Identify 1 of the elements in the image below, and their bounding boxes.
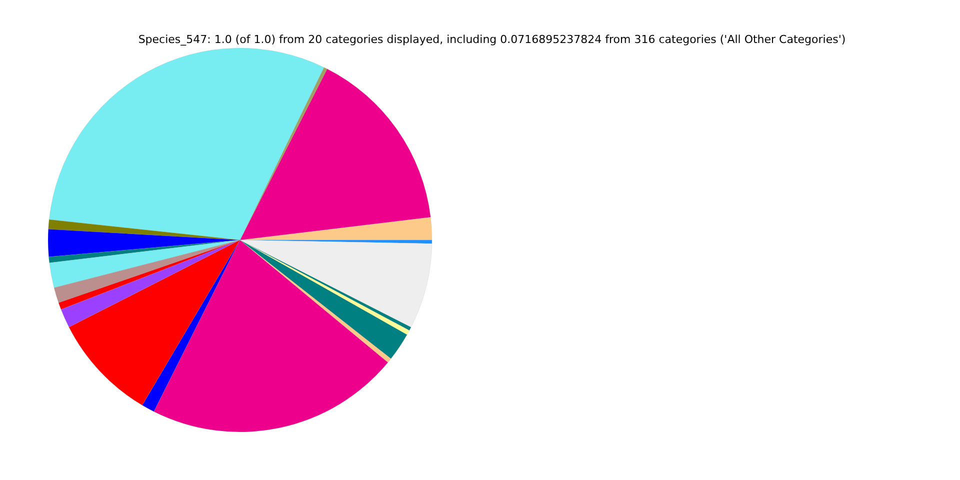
text: Species_547: 1.0 (of 1.0) from 20 categories displayed, including 0.0716895237824 from 316 categories ('All Other Categories')	[138, 32, 846, 46]
